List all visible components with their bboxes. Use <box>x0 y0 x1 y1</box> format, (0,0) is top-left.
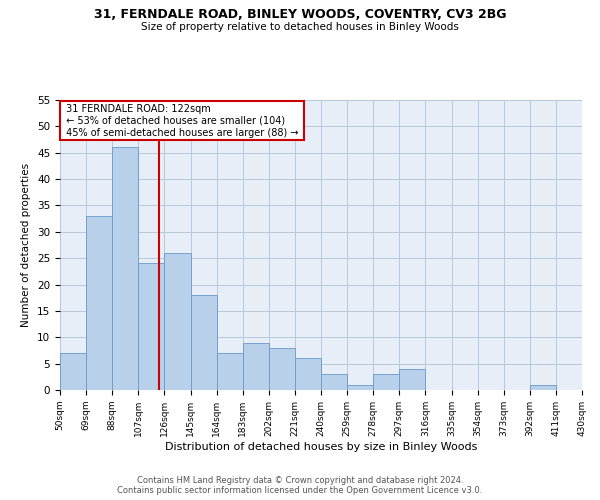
Bar <box>347 384 373 390</box>
Bar <box>400 369 425 390</box>
Bar <box>112 148 139 390</box>
Text: Size of property relative to detached houses in Binley Woods: Size of property relative to detached ho… <box>141 22 459 32</box>
Text: Distribution of detached houses by size in Binley Woods: Distribution of detached houses by size … <box>165 442 477 452</box>
Bar <box>373 374 400 390</box>
Text: 31, FERNDALE ROAD, BINLEY WOODS, COVENTRY, CV3 2BG: 31, FERNDALE ROAD, BINLEY WOODS, COVENTR… <box>94 8 506 20</box>
Bar <box>139 264 164 390</box>
Bar <box>530 384 556 390</box>
Bar <box>217 353 243 390</box>
Y-axis label: Number of detached properties: Number of detached properties <box>22 163 31 327</box>
Bar <box>164 253 191 390</box>
Bar <box>243 342 269 390</box>
Bar <box>321 374 347 390</box>
Bar <box>269 348 295 390</box>
Bar <box>191 295 217 390</box>
Text: Contains HM Land Registry data © Crown copyright and database right 2024.
Contai: Contains HM Land Registry data © Crown c… <box>118 476 482 495</box>
Text: 31 FERNDALE ROAD: 122sqm 
 ← 53% of detached houses are smaller (104) 
 45% of s: 31 FERNDALE ROAD: 122sqm ← 53% of detach… <box>62 104 301 138</box>
Bar <box>295 358 321 390</box>
Bar <box>60 353 86 390</box>
Bar <box>86 216 112 390</box>
